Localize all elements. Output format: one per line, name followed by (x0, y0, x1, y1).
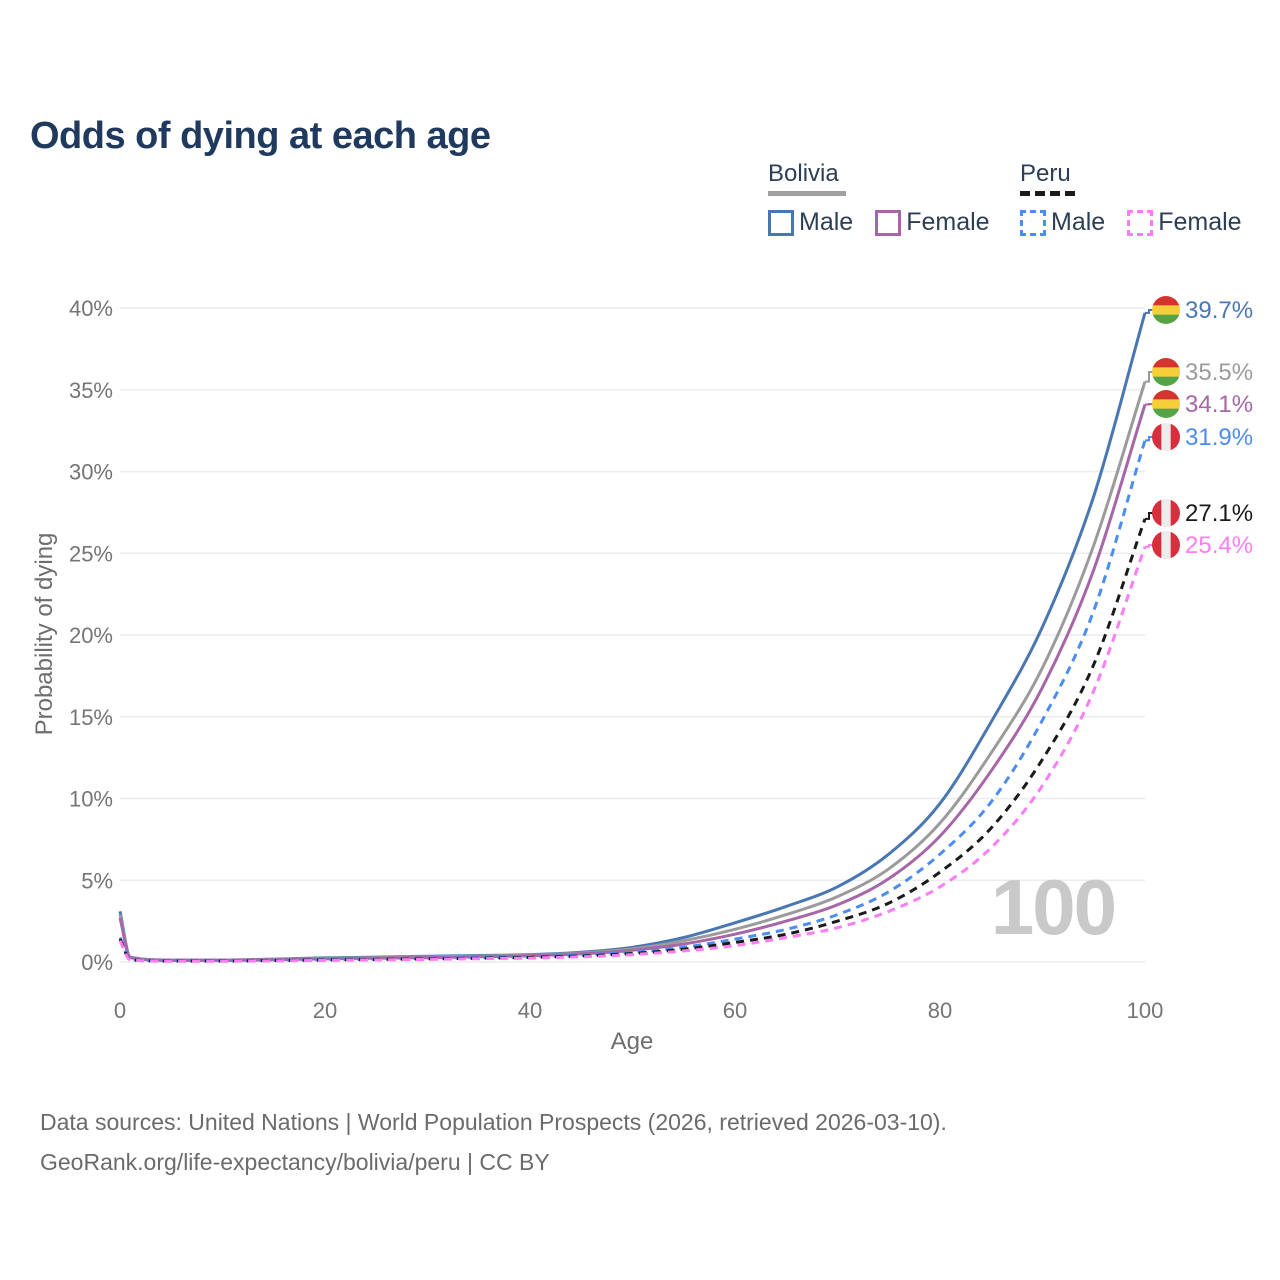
footer: Data sources: United Nations | World Pop… (40, 1102, 947, 1182)
series-end-label: 27.1% (1185, 500, 1253, 527)
bolivia-female-swatch-icon (875, 209, 902, 236)
bolivia-male-swatch-icon (768, 209, 794, 236)
series-end-label: 31.9% (1185, 424, 1253, 451)
legend-items-bolivia: Male Female (768, 208, 990, 237)
y-tick-label: 0% (81, 950, 113, 975)
x-tick-label: 20 (313, 998, 337, 1023)
page-title: Odds of dying at each age (30, 115, 491, 158)
y-tick-label: 40% (69, 296, 113, 321)
legend-item-bolivia-male[interactable]: Male (768, 208, 853, 237)
x-axis-title: Age (610, 1028, 654, 1055)
y-tick-label: 35% (69, 378, 113, 403)
legend-item-bolivia-female[interactable]: Female (875, 208, 990, 237)
label-connector (1145, 544, 1153, 548)
legend-items-peru: Male Female (1020, 208, 1242, 237)
peru-female-swatch-icon (1127, 209, 1154, 236)
y-tick-label: 15% (69, 705, 113, 730)
series-end-label: 39.7% (1185, 297, 1253, 324)
bolivia-flag-icon (1152, 358, 1180, 386)
bolivia-line-sample (768, 191, 846, 196)
legend-group-peru: Peru Male Female (1020, 160, 1242, 237)
x-tick-label: 0 (114, 998, 126, 1023)
x-tick-label: 60 (723, 998, 747, 1023)
y-axis-title: Probability of dying (31, 532, 58, 736)
legend-item-label: Male (799, 208, 854, 236)
y-tick-label: 5% (81, 868, 113, 893)
peru-flag-icon (1152, 423, 1180, 451)
x-tick-label: 40 (518, 998, 542, 1023)
legend-item-peru-male[interactable]: Male (1020, 208, 1105, 237)
peru-male-swatch-icon (1020, 209, 1046, 236)
x-tick-label: 80 (928, 998, 952, 1023)
y-tick-label: 30% (69, 460, 113, 485)
legend-item-peru-female[interactable]: Female (1127, 208, 1242, 237)
legend-item-label: Female (906, 208, 990, 236)
label-connector (1145, 436, 1153, 442)
y-tick-label: 10% (69, 787, 113, 812)
series-end-label: 34.1% (1185, 391, 1253, 418)
peru-flag-icon (1152, 499, 1180, 527)
peru-line-sample (1020, 191, 1075, 196)
y-tick-label: 25% (69, 541, 113, 566)
series-line-peru-female[interactable] (118, 546, 1147, 963)
x-tick-label: 100 (1127, 998, 1164, 1023)
legend-group-bolivia: Bolivia Male Female (768, 160, 990, 237)
age-watermark: 100 (990, 863, 1117, 951)
data-sources-line: Data sources: United Nations | World Pop… (40, 1109, 947, 1135)
series-end-label: 25.4% (1185, 532, 1253, 559)
bolivia-flag-icon (1152, 296, 1180, 324)
label-connector (1145, 512, 1153, 520)
legend-item-label: Female (1158, 208, 1242, 236)
legend-header-peru: Peru (1020, 160, 1071, 187)
label-connector (1145, 309, 1153, 314)
label-connector (1145, 371, 1153, 383)
legend-item-label: Male (1051, 208, 1106, 236)
peru-flag-icon (1152, 531, 1180, 559)
legend-header-bolivia: Bolivia (768, 160, 839, 187)
attribution-line: GeoRank.org/life-expectancy/bolivia/peru… (40, 1149, 550, 1175)
bolivia-flag-icon (1152, 390, 1180, 418)
y-tick-label: 20% (69, 623, 113, 648)
series-end-label: 35.5% (1185, 359, 1253, 386)
